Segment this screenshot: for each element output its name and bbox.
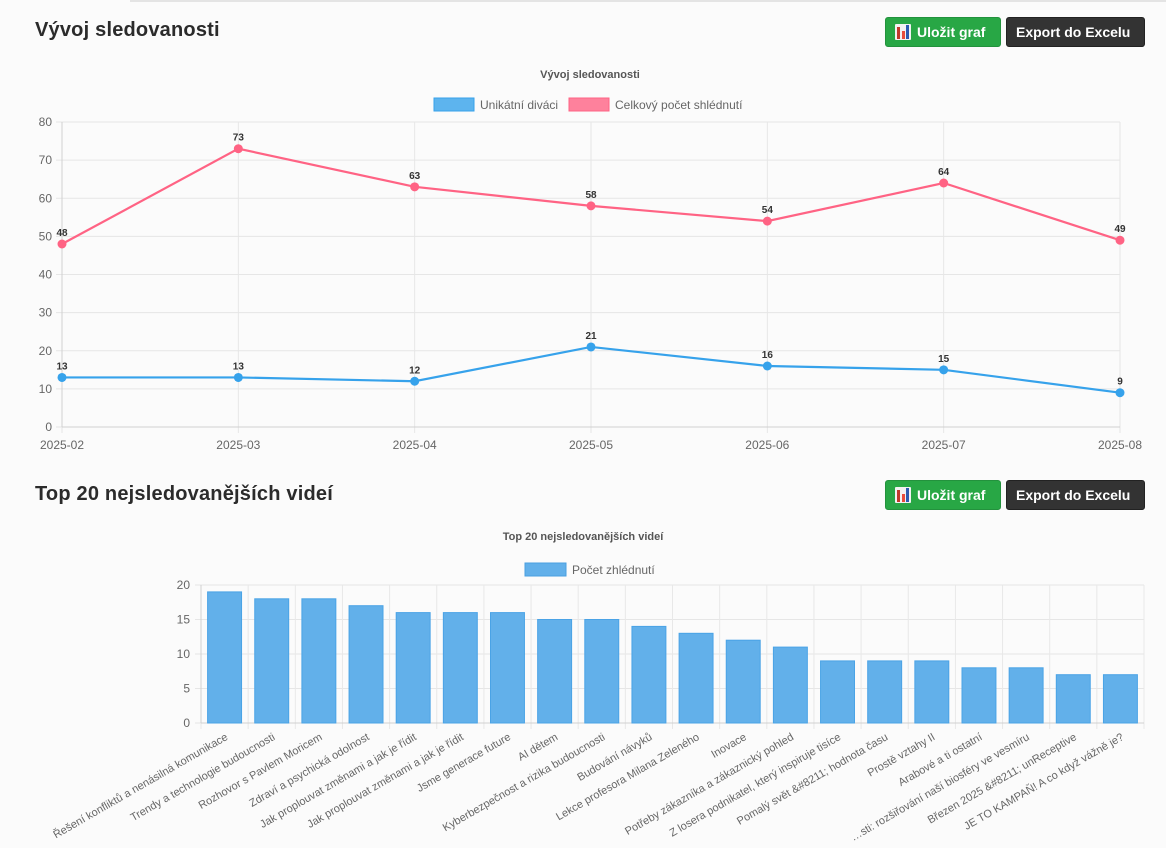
bar bbox=[725, 639, 761, 724]
x-tick-label: 2025-02 bbox=[40, 438, 84, 452]
export-excel-button[interactable]: Export do Excelu bbox=[1006, 17, 1145, 47]
data-point bbox=[233, 372, 243, 382]
section-viewership-trend: Vývoj sledovanosti Uložit graf Export do… bbox=[35, 17, 1145, 452]
legend-label: Unikátní diváci bbox=[480, 98, 558, 112]
y-tick-label: 20 bbox=[39, 344, 53, 358]
save-chart-button[interactable]: Uložit graf bbox=[885, 480, 1001, 510]
data-point bbox=[410, 182, 420, 192]
x-tick-label: 2025-06 bbox=[745, 438, 789, 452]
bar bbox=[207, 591, 243, 724]
y-tick-label: 40 bbox=[39, 268, 53, 282]
bar bbox=[254, 598, 290, 724]
y-tick-label: 60 bbox=[39, 191, 53, 205]
x-tick-label: Z losera podnikatel, který inspiruje tis… bbox=[668, 731, 843, 839]
data-point bbox=[1115, 388, 1125, 398]
data-label: 12 bbox=[409, 365, 421, 376]
bar-chart-icon bbox=[895, 24, 911, 40]
bar bbox=[490, 612, 525, 724]
data-point bbox=[762, 361, 772, 371]
data-point bbox=[57, 239, 67, 249]
bar bbox=[537, 619, 573, 724]
y-tick-label: 80 bbox=[39, 115, 53, 129]
save-chart-label: Uložit graf bbox=[917, 487, 986, 503]
section-top20-videos: Top 20 nejsledovanějších videí Uložit gr… bbox=[0, 470, 1166, 848]
data-label: 58 bbox=[585, 190, 597, 201]
data-point bbox=[586, 342, 596, 352]
bar bbox=[395, 612, 431, 724]
bar-chart-icon bbox=[895, 487, 911, 503]
bar bbox=[820, 660, 855, 724]
legend-label: Celkový počet shlédnutí bbox=[615, 98, 743, 112]
bar bbox=[867, 660, 903, 724]
export-excel-button[interactable]: Export do Excelu bbox=[1006, 480, 1145, 510]
save-chart-button[interactable]: Uložit graf bbox=[885, 17, 1001, 47]
data-label: 54 bbox=[762, 205, 774, 216]
section-title: Top 20 nejsledovanějších videí bbox=[35, 483, 333, 505]
bar bbox=[914, 660, 950, 724]
y-tick-label: 10 bbox=[39, 382, 53, 396]
bar bbox=[1055, 674, 1091, 724]
x-tick-label: 2025-08 bbox=[1098, 438, 1142, 452]
y-tick-label: 0 bbox=[45, 420, 52, 434]
x-tick-label: 2025-07 bbox=[922, 438, 966, 452]
legend-label: Počet zhlédnutí bbox=[572, 563, 655, 577]
data-label: 48 bbox=[56, 228, 68, 239]
x-tick-label: Řešení konfliktů a nenásilná komunikace bbox=[51, 730, 230, 841]
y-tick-label: 5 bbox=[183, 682, 190, 696]
data-point bbox=[57, 372, 67, 382]
data-point bbox=[410, 376, 420, 386]
bar-chart: Top 20 nejsledovanějších videí Počet zhl… bbox=[51, 531, 1145, 844]
save-chart-label: Uložit graf bbox=[917, 24, 986, 40]
line-chart: Vývoj sledovanosti Unikátní diváci Celkov… bbox=[39, 69, 1143, 452]
y-tick-label: 15 bbox=[177, 613, 191, 627]
data-label: 73 bbox=[233, 133, 245, 144]
data-point bbox=[1115, 235, 1125, 245]
data-label: 13 bbox=[233, 361, 245, 372]
chart-title: Vývoj sledovanosti bbox=[540, 69, 640, 81]
data-label: 49 bbox=[1114, 224, 1126, 235]
legend-swatch bbox=[433, 97, 475, 112]
y-tick-label: 70 bbox=[39, 153, 53, 167]
y-tick-label: 20 bbox=[177, 578, 191, 592]
data-label: 15 bbox=[938, 354, 950, 365]
data-point bbox=[233, 144, 243, 154]
x-tick-label: Potřeby zákazníka a zákaznický pohled bbox=[623, 731, 796, 838]
bar bbox=[1008, 667, 1044, 724]
bar bbox=[442, 612, 478, 724]
data-point bbox=[586, 201, 596, 211]
bar bbox=[301, 598, 337, 724]
export-excel-label: Export do Excelu bbox=[1016, 24, 1131, 40]
bar bbox=[348, 605, 384, 724]
x-tick-label: 2025-03 bbox=[216, 438, 260, 452]
data-label: 13 bbox=[56, 361, 68, 372]
bar bbox=[961, 667, 997, 724]
y-tick-label: 50 bbox=[39, 229, 53, 243]
bar bbox=[584, 619, 620, 724]
data-point bbox=[762, 216, 772, 226]
y-tick-label: 10 bbox=[177, 647, 191, 661]
data-point bbox=[939, 365, 949, 375]
bar bbox=[1102, 674, 1138, 724]
data-label: 64 bbox=[938, 167, 950, 178]
data-label: 21 bbox=[585, 331, 597, 342]
top-divider bbox=[130, 0, 1166, 2]
legend-swatch bbox=[524, 562, 567, 577]
export-excel-label: Export do Excelu bbox=[1016, 487, 1131, 503]
bar bbox=[678, 632, 714, 724]
data-label: 63 bbox=[409, 171, 421, 182]
section-title: Vývoj sledovanosti bbox=[35, 19, 220, 41]
y-tick-label: 30 bbox=[39, 306, 53, 320]
data-label: 9 bbox=[1117, 377, 1123, 388]
data-label: 16 bbox=[762, 350, 774, 361]
chart-title: Top 20 nejsledovanějších videí bbox=[503, 531, 665, 543]
y-tick-label: 0 bbox=[183, 716, 190, 730]
bar bbox=[631, 625, 667, 724]
x-tick-label: 2025-05 bbox=[569, 438, 613, 452]
x-tick-label: 2025-04 bbox=[393, 438, 437, 452]
bar bbox=[772, 646, 808, 724]
x-tick-label: Inovace bbox=[709, 731, 748, 761]
data-point bbox=[939, 178, 949, 188]
legend-swatch bbox=[568, 97, 610, 112]
